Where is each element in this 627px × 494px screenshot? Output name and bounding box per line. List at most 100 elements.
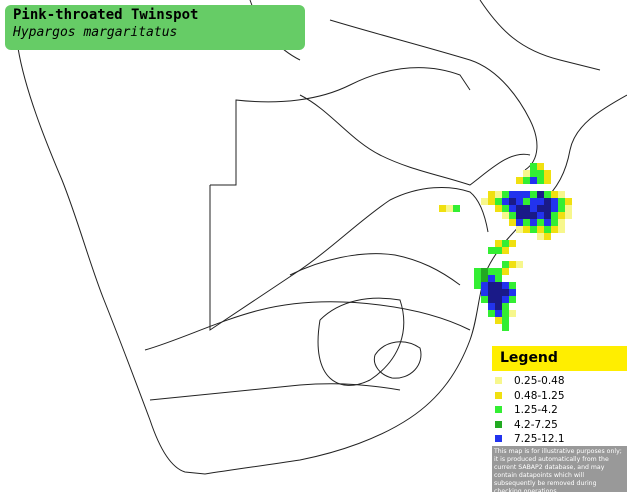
legend-title: Legend [492, 346, 627, 371]
grid-cell [516, 212, 523, 219]
grid-cell [495, 275, 502, 282]
grid-cell [537, 212, 544, 219]
border [299, 94, 531, 186]
grid-cell [509, 205, 516, 212]
grid-cell [516, 226, 523, 233]
grid-cell [495, 303, 502, 310]
title: Pink-throated Twinspot [13, 7, 199, 23]
grid-cell [509, 191, 516, 198]
grid-cell [544, 226, 551, 233]
grid-cell [509, 282, 516, 289]
grid-cell [488, 310, 495, 317]
grid-cell [551, 198, 558, 205]
grid-cell [551, 219, 558, 226]
grid-cell [544, 198, 551, 205]
grid-cell [495, 198, 502, 205]
grid-cell [565, 212, 572, 219]
grid-cell [481, 282, 488, 289]
grid-cell [488, 247, 495, 254]
legend-entry: 0.25-0.48 [495, 374, 627, 389]
grid-cell [558, 219, 565, 226]
grid-cell [516, 261, 523, 268]
grid-cell [537, 177, 544, 184]
grid-cell [509, 212, 516, 219]
grid-cell [537, 191, 544, 198]
grid-cell [551, 226, 558, 233]
grid-cell [523, 219, 530, 226]
grid-cell [481, 268, 488, 275]
grid-cell [516, 205, 523, 212]
grid-cell [502, 268, 509, 275]
border [209, 185, 489, 331]
grid-cell [565, 205, 572, 212]
legend-swatch [495, 406, 502, 413]
grid-cell [488, 303, 495, 310]
grid-cell [530, 163, 537, 170]
border [479, 0, 601, 71]
grid-cell [495, 289, 502, 296]
disclaimer: This map is for illustrative purposes on… [492, 446, 627, 494]
grid-cell [509, 198, 516, 205]
grid-cell [481, 275, 488, 282]
grid-cell [558, 205, 565, 212]
occurrence-cells [439, 163, 572, 331]
grid-cell [502, 303, 509, 310]
grid-cell [523, 170, 530, 177]
border [210, 67, 471, 186]
grid-cell [502, 282, 509, 289]
grid-cell [502, 310, 509, 317]
legend-entry: 1.25-4.2 [495, 403, 627, 418]
grid-cell [551, 191, 558, 198]
grid-cell [530, 198, 537, 205]
grid-cell [481, 296, 488, 303]
grid-cell [530, 170, 537, 177]
grid-cell [530, 177, 537, 184]
grid-cell [530, 212, 537, 219]
grid-cell [537, 170, 544, 177]
grid-cell [495, 247, 502, 254]
grid-cell [558, 226, 565, 233]
grid-cell [488, 289, 495, 296]
grid-cell [495, 310, 502, 317]
border [144, 301, 471, 351]
subtitle: Hypargos margaritatus [13, 25, 178, 40]
grid-cell [530, 191, 537, 198]
grid-cell [516, 177, 523, 184]
grid-cell [495, 282, 502, 289]
grid-cell [502, 296, 509, 303]
grid-cell [474, 268, 481, 275]
grid-cell [544, 170, 551, 177]
border [317, 297, 405, 386]
grid-cell [530, 219, 537, 226]
grid-cell [509, 219, 516, 226]
grid-cell [439, 205, 446, 212]
grid-cell [558, 198, 565, 205]
border [149, 383, 401, 401]
grid-cell [502, 240, 509, 247]
grid-cell [516, 191, 523, 198]
border [329, 19, 538, 171]
grid-cell [453, 205, 460, 212]
grid-cell [537, 233, 544, 240]
grid-cell [495, 205, 502, 212]
legend-label: 7.25-12.1 [514, 433, 565, 445]
grid-cell [474, 275, 481, 282]
legend-swatch [495, 377, 502, 384]
grid-cell [530, 226, 537, 233]
grid-cell [502, 198, 509, 205]
grid-cell [537, 198, 544, 205]
legend-label: 0.25-0.48 [514, 375, 565, 387]
grid-cell [509, 289, 516, 296]
grid-cell [495, 191, 502, 198]
grid-cell [488, 282, 495, 289]
grid-cell [502, 317, 509, 324]
grid-cell [502, 289, 509, 296]
grid-cell [509, 261, 516, 268]
grid-cell [481, 289, 488, 296]
legend-entry: 4.2-7.25 [495, 418, 627, 433]
grid-cell [495, 268, 502, 275]
grid-cell [537, 163, 544, 170]
grid-cell [558, 191, 565, 198]
grid-cell [537, 226, 544, 233]
